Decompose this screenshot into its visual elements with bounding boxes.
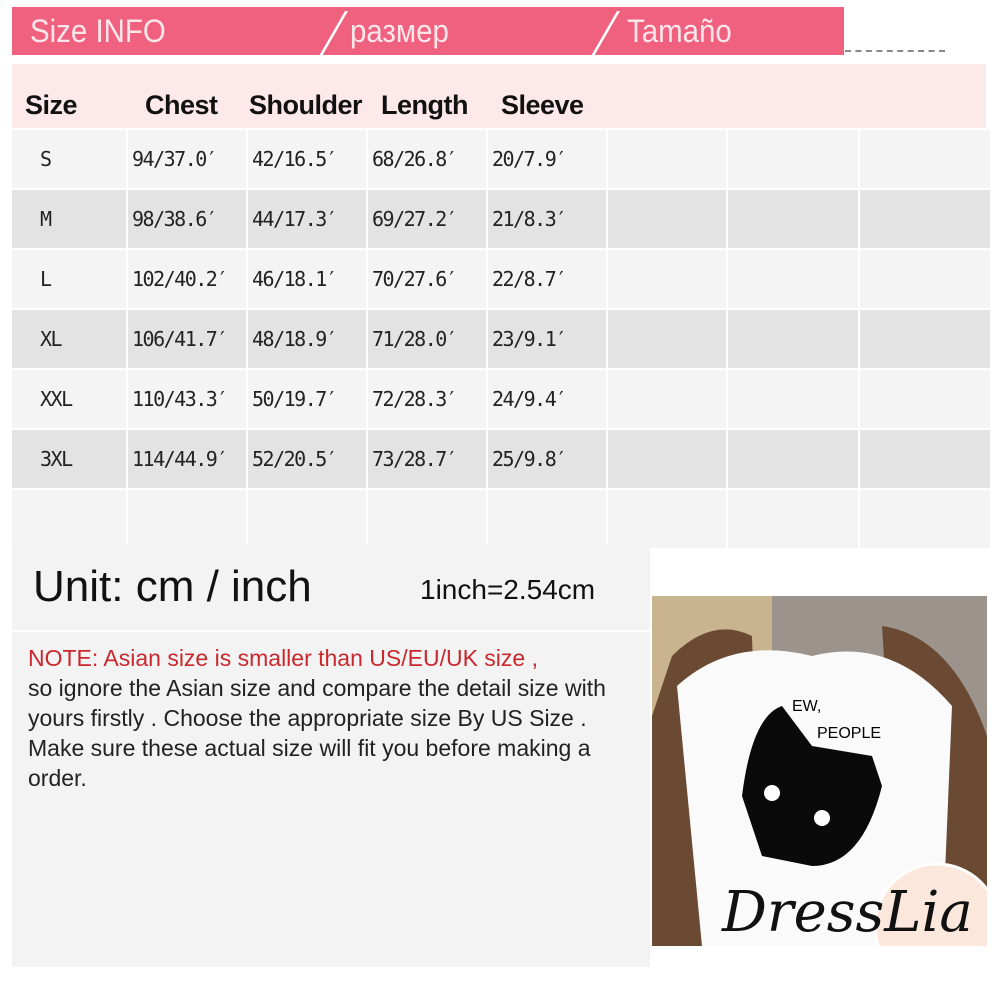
table-row: L 102/40.2′ 46/18.1′ 70/27.6′ 22/8.7′ — [12, 250, 990, 308]
empty-cell — [608, 310, 726, 368]
cell-size: XXL — [12, 370, 126, 428]
cell-length: 72/28.3′ — [368, 370, 486, 428]
cell-sleeve: 24/9.4′ — [488, 370, 606, 428]
table-row — [12, 490, 990, 548]
empty-cell — [728, 310, 858, 368]
banner-label-es: Tamaño — [627, 13, 732, 49]
table-row: 3XL 114/44.9′ 52/20.5′ 73/28.7′ 25/9.8′ — [12, 430, 990, 488]
divider — [586, 11, 621, 63]
table-header-bg — [12, 64, 986, 128]
unit-label: Unit: cm / inch — [33, 562, 312, 611]
cell-chest: 114/44.9′ — [128, 430, 246, 488]
cell-shoulder: 52/20.5′ — [248, 430, 366, 488]
empty-cell — [608, 250, 726, 308]
cell-length: 69/27.2′ — [368, 190, 486, 248]
cell-sleeve: 25/9.8′ — [488, 430, 606, 488]
brand-logo: DressLia — [721, 880, 973, 945]
empty-cell — [860, 430, 990, 488]
empty-cell — [728, 250, 858, 308]
empty-cell — [860, 130, 990, 188]
shirt-text-2: PEOPLE — [817, 725, 881, 742]
table-row: S 94/37.0′ 42/16.5′ 68/26.8′ 20/7.9′ — [12, 130, 990, 188]
shirt-text-1: EW, — [792, 698, 821, 715]
product-photo: EW, PEOPLE DressLia — [652, 596, 987, 946]
size-info-banner: Size INFO размер Tamaño — [12, 7, 844, 63]
cell-chest: 110/43.3′ — [128, 370, 246, 428]
banner-label-ru: размер — [350, 13, 449, 49]
cell-size: S — [12, 130, 126, 188]
empty-cell — [608, 490, 726, 548]
header-length: Length — [381, 90, 468, 120]
header-chest: Chest — [145, 90, 218, 120]
cell-sleeve: 23/9.1′ — [488, 310, 606, 368]
empty-cell — [728, 190, 858, 248]
note-text: NOTE: Asian size is smaller than US/EU/U… — [28, 643, 628, 793]
cell-size — [12, 490, 126, 548]
cell-length: 71/28.0′ — [368, 310, 486, 368]
cell-chest: 94/37.0′ — [128, 130, 246, 188]
cell-length: 73/28.7′ — [368, 430, 486, 488]
cell-shoulder — [248, 490, 366, 548]
header-sleeve: Sleeve — [501, 90, 584, 120]
unit-conversion: 1inch=2.54cm — [420, 574, 596, 605]
cell-shoulder: 44/17.3′ — [248, 190, 366, 248]
cell-shoulder: 42/16.5′ — [248, 130, 366, 188]
empty-cell — [728, 430, 858, 488]
unit-panel — [12, 545, 650, 630]
cell-size: M — [12, 190, 126, 248]
divider — [314, 11, 349, 63]
empty-cell — [860, 370, 990, 428]
cell-length: 70/27.6′ — [368, 250, 486, 308]
cell-sleeve: 22/8.7′ — [488, 250, 606, 308]
empty-cell — [608, 190, 726, 248]
empty-cell — [860, 250, 990, 308]
logo-circle — [873, 862, 987, 946]
empty-cell — [608, 430, 726, 488]
empty-cell — [728, 490, 858, 548]
cell-size: L — [12, 250, 126, 308]
header-size: Size — [25, 90, 78, 120]
dashed-line — [845, 50, 945, 52]
empty-cell — [860, 190, 990, 248]
table-row: XL 106/41.7′ 48/18.9′ 71/28.0′ 23/9.1′ — [12, 310, 990, 368]
cell-length: 68/26.8′ — [368, 130, 486, 188]
cell-sleeve: 21/8.3′ — [488, 190, 606, 248]
empty-cell — [608, 130, 726, 188]
cell-chest: 98/38.6′ — [128, 190, 246, 248]
cell-sleeve — [488, 490, 606, 548]
banner-label-en: Size INFO — [30, 13, 166, 49]
table-row: M 98/38.6′ 44/17.3′ 69/27.2′ 21/8.3′ — [12, 190, 990, 248]
empty-cell — [728, 130, 858, 188]
note-panel — [12, 632, 650, 967]
cell-shoulder: 50/19.7′ — [248, 370, 366, 428]
cell-chest: 102/40.2′ — [128, 250, 246, 308]
empty-cell — [608, 370, 726, 428]
header-shoulder: Shoulder — [249, 90, 363, 120]
cell-chest — [128, 490, 246, 548]
note-body: so ignore the Asian size and compare the… — [28, 675, 606, 791]
cell-size: 3XL — [12, 430, 126, 488]
empty-cell — [728, 370, 858, 428]
cell-length — [368, 490, 486, 548]
cell-shoulder: 48/18.9′ — [248, 310, 366, 368]
cell-shoulder: 46/18.1′ — [248, 250, 366, 308]
cell-sleeve: 20/7.9′ — [488, 130, 606, 188]
cell-chest: 106/41.7′ — [128, 310, 246, 368]
empty-cell — [860, 310, 990, 368]
cell-size: XL — [12, 310, 126, 368]
table-row: XXL 110/43.3′ 50/19.7′ 72/28.3′ 24/9.4′ — [12, 370, 990, 428]
note-warning: NOTE: Asian size is smaller than US/EU/U… — [28, 645, 538, 671]
empty-cell — [860, 490, 990, 548]
